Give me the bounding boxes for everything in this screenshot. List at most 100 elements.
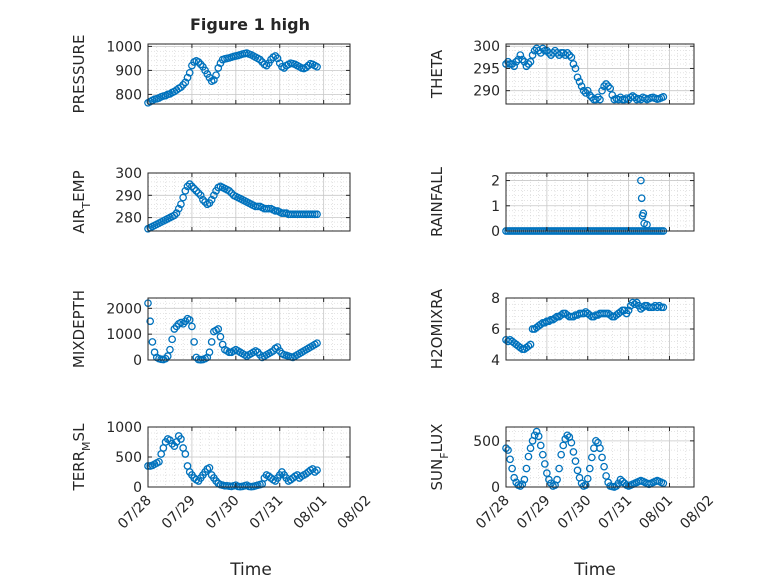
data-point bbox=[225, 348, 234, 357]
data-point bbox=[508, 60, 516, 68]
data-point bbox=[518, 55, 527, 64]
data-point bbox=[196, 60, 205, 69]
y-tick-label: 0 bbox=[133, 480, 142, 496]
data-point bbox=[207, 338, 216, 346]
subplot-4: 0 1 2 RAINFALL bbox=[428, 166, 695, 240]
data-point bbox=[313, 210, 321, 219]
y-tick-label: 1000 bbox=[106, 420, 142, 436]
data-point bbox=[534, 432, 543, 441]
axes-box bbox=[147, 172, 351, 232]
data-point bbox=[522, 62, 531, 71]
y-tick-label: 0 bbox=[133, 353, 142, 369]
y-tick-label: 300 bbox=[473, 39, 500, 55]
x-tick-label: 07/31 bbox=[247, 493, 287, 533]
data-point bbox=[168, 335, 177, 344]
data-point bbox=[604, 82, 613, 91]
x-axis-label-left: Time bbox=[229, 560, 272, 580]
data-point bbox=[273, 343, 282, 351]
data-point bbox=[553, 475, 561, 484]
y-axis-label: AIRTEMP bbox=[70, 170, 93, 233]
y-tick-label: 2 bbox=[491, 174, 500, 190]
data-point bbox=[510, 473, 519, 482]
data-point bbox=[571, 457, 580, 466]
data-point bbox=[624, 306, 633, 315]
data-point bbox=[188, 182, 196, 191]
data-point bbox=[302, 63, 310, 72]
data-point bbox=[194, 58, 203, 66]
data-point bbox=[192, 186, 201, 195]
data-point bbox=[577, 82, 586, 91]
data-point bbox=[551, 314, 559, 322]
data-point bbox=[181, 186, 190, 195]
data-point bbox=[199, 195, 207, 204]
data-point bbox=[540, 318, 549, 327]
data-point bbox=[526, 444, 535, 453]
x-tick-label: 07/30 bbox=[203, 493, 243, 533]
data-point bbox=[148, 338, 157, 346]
data-point bbox=[540, 460, 549, 468]
subplot-7: 0 500 1000 07/28 07/29 07/30 07/31 08/01 08/02 TE… bbox=[70, 420, 374, 532]
data-point bbox=[528, 51, 537, 59]
data-point bbox=[639, 209, 648, 218]
y-tick-label: 2000 bbox=[106, 301, 142, 317]
data-point bbox=[583, 474, 592, 483]
y-tick-label: 295 bbox=[473, 61, 500, 77]
axes-box bbox=[147, 297, 351, 361]
data-point bbox=[506, 455, 514, 464]
data-point bbox=[172, 209, 181, 218]
data-point bbox=[567, 53, 576, 62]
data-point bbox=[532, 427, 541, 436]
y-tick-label: 500 bbox=[115, 450, 142, 466]
subplot-8: 0 500 07/28 07/29 07/30 07/31 08/01 08/02 SUNFLU… bbox=[428, 424, 717, 533]
data-point bbox=[185, 68, 194, 77]
y-tick-label: 900 bbox=[115, 63, 142, 79]
data-point bbox=[596, 444, 604, 453]
data-point bbox=[557, 450, 566, 459]
data-point bbox=[526, 340, 535, 349]
data-point bbox=[166, 345, 174, 354]
data-point bbox=[592, 95, 600, 104]
data-point bbox=[585, 91, 594, 99]
data-point bbox=[569, 312, 578, 321]
data-point bbox=[183, 182, 192, 191]
y-tick-label: 4 bbox=[491, 353, 500, 369]
data-point bbox=[155, 457, 163, 466]
subplot-1: 800 900 1000 PRESSURE bbox=[70, 35, 351, 113]
axes-box bbox=[147, 43, 351, 105]
data-point bbox=[192, 353, 201, 362]
x-tick-label: 08/01 bbox=[291, 493, 331, 533]
y-tick-label: 290 bbox=[473, 84, 500, 100]
data-point bbox=[585, 464, 594, 473]
data-point bbox=[313, 339, 321, 348]
data-point bbox=[538, 44, 547, 53]
data-point bbox=[563, 431, 572, 440]
y-axis-label: SUNFLUX bbox=[428, 424, 451, 491]
figure-title: Figure 1 high bbox=[190, 15, 310, 34]
data-point bbox=[185, 316, 194, 324]
y-tick-label: 1000 bbox=[106, 39, 142, 55]
data-point bbox=[205, 348, 214, 357]
data-point bbox=[538, 450, 547, 459]
data-point bbox=[271, 52, 280, 60]
data-point bbox=[311, 210, 319, 219]
data-point bbox=[565, 51, 574, 59]
y-tick-label: 290 bbox=[115, 188, 142, 204]
data-point bbox=[594, 93, 602, 102]
data-point bbox=[628, 298, 637, 307]
data-point bbox=[575, 77, 584, 86]
data-point bbox=[179, 193, 187, 202]
data-point bbox=[573, 73, 582, 82]
data-point bbox=[188, 322, 196, 331]
subplot-5: 0 1000 2000 MIXDEPTH bbox=[70, 290, 351, 369]
y-axis-label: RAINFALL bbox=[428, 166, 446, 237]
data-point bbox=[536, 441, 545, 450]
data-point bbox=[561, 435, 570, 443]
data-point bbox=[643, 220, 651, 229]
data-point bbox=[216, 332, 225, 341]
data-point bbox=[655, 301, 664, 310]
data-point bbox=[212, 71, 220, 80]
data-point bbox=[545, 317, 553, 326]
subplot-6: 4 6 8 H2OMIXRA bbox=[428, 288, 695, 369]
